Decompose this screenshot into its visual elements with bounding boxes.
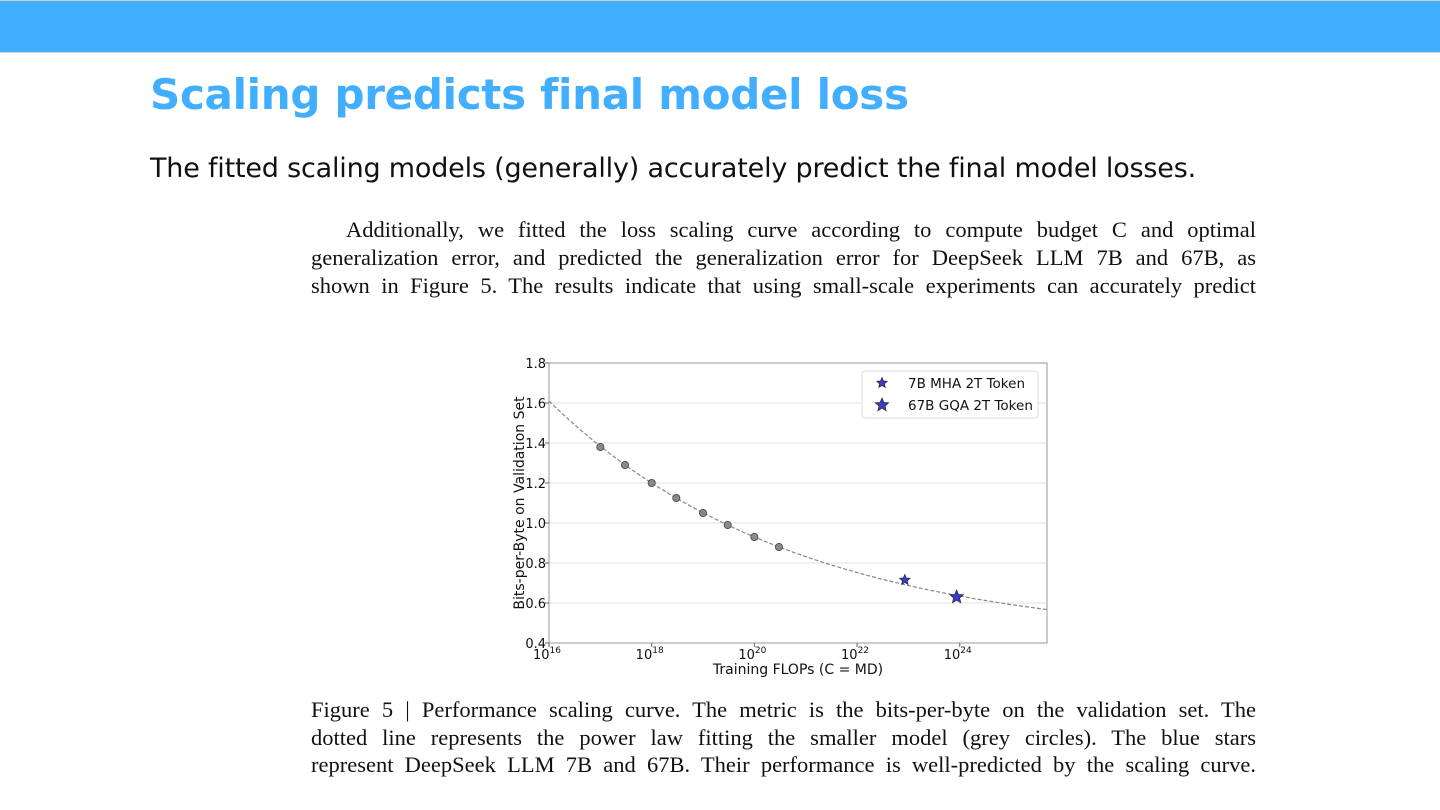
small-model-point	[699, 508, 708, 517]
y-tick-label: 1.2	[525, 477, 546, 492]
y-tick-label: 0.4	[525, 637, 546, 652]
star-point-67b	[949, 589, 965, 604]
paragraph-line: Additionally, we fitted the loss scaling…	[346, 217, 1256, 242]
legend-label-7b: 7B MHA 2T Token	[908, 376, 1025, 392]
legend-label-67b: 67B GQA 2T Token	[908, 398, 1033, 414]
x-axis-label: Training FLOPs (C = MD)	[712, 662, 883, 678]
slide-title: Scaling predicts final model loss	[150, 70, 909, 119]
y-tick-label: 0.6	[525, 597, 546, 612]
small-model-point	[750, 533, 759, 542]
y-axis-label: Bits-per-Byte on Validation Set	[512, 396, 528, 610]
paper-paragraph: Additionally, we fitted the loss scaling…	[311, 216, 1256, 300]
y-tick-label: 0.8	[525, 557, 546, 572]
legend-star-icon	[875, 376, 889, 389]
paragraph-line: shown in Figure 5. The results indicate …	[311, 273, 1256, 298]
paragraph-line: generalization error, and predicted the …	[311, 245, 1256, 270]
x-tick-label: 1018	[636, 646, 664, 663]
small-model-point	[775, 543, 784, 552]
header-bar	[0, 0, 1440, 53]
x-tick-label: 1016	[533, 646, 561, 663]
plot-frame	[548, 362, 1048, 644]
caption-line: represent DeepSeek LLM 7B and 67B. Their…	[311, 752, 1256, 777]
y-tick-label: 1.4	[525, 437, 546, 452]
y-tick-label: 1.8	[525, 357, 546, 372]
small-model-point	[620, 460, 629, 469]
slide-subtitle: The fitted scaling models (generally) ac…	[150, 153, 1196, 184]
x-tick-label: 1022	[841, 646, 869, 663]
y-tick-label: 1.0	[525, 517, 546, 532]
legend: 7B MHA 2T Token 67B GQA 2T Token	[861, 370, 1039, 419]
small-model-point	[723, 521, 732, 530]
x-tick-label: 1020	[738, 646, 766, 663]
star-point-7b	[898, 573, 911, 586]
figure-caption: Figure 5 | Performance scaling curve. Th…	[311, 696, 1256, 779]
x-tick-label: 1024	[944, 646, 972, 663]
small-model-point	[596, 442, 605, 451]
caption-line: Figure 5 | Performance scaling curve. Th…	[311, 697, 1256, 722]
y-tick-label: 1.6	[525, 397, 546, 412]
small-model-point	[647, 478, 656, 487]
caption-line: dotted line represents the power law fit…	[311, 724, 1256, 750]
small-model-point	[672, 493, 681, 502]
fit-curve	[548, 400, 1048, 611]
legend-star-icon	[874, 397, 890, 412]
